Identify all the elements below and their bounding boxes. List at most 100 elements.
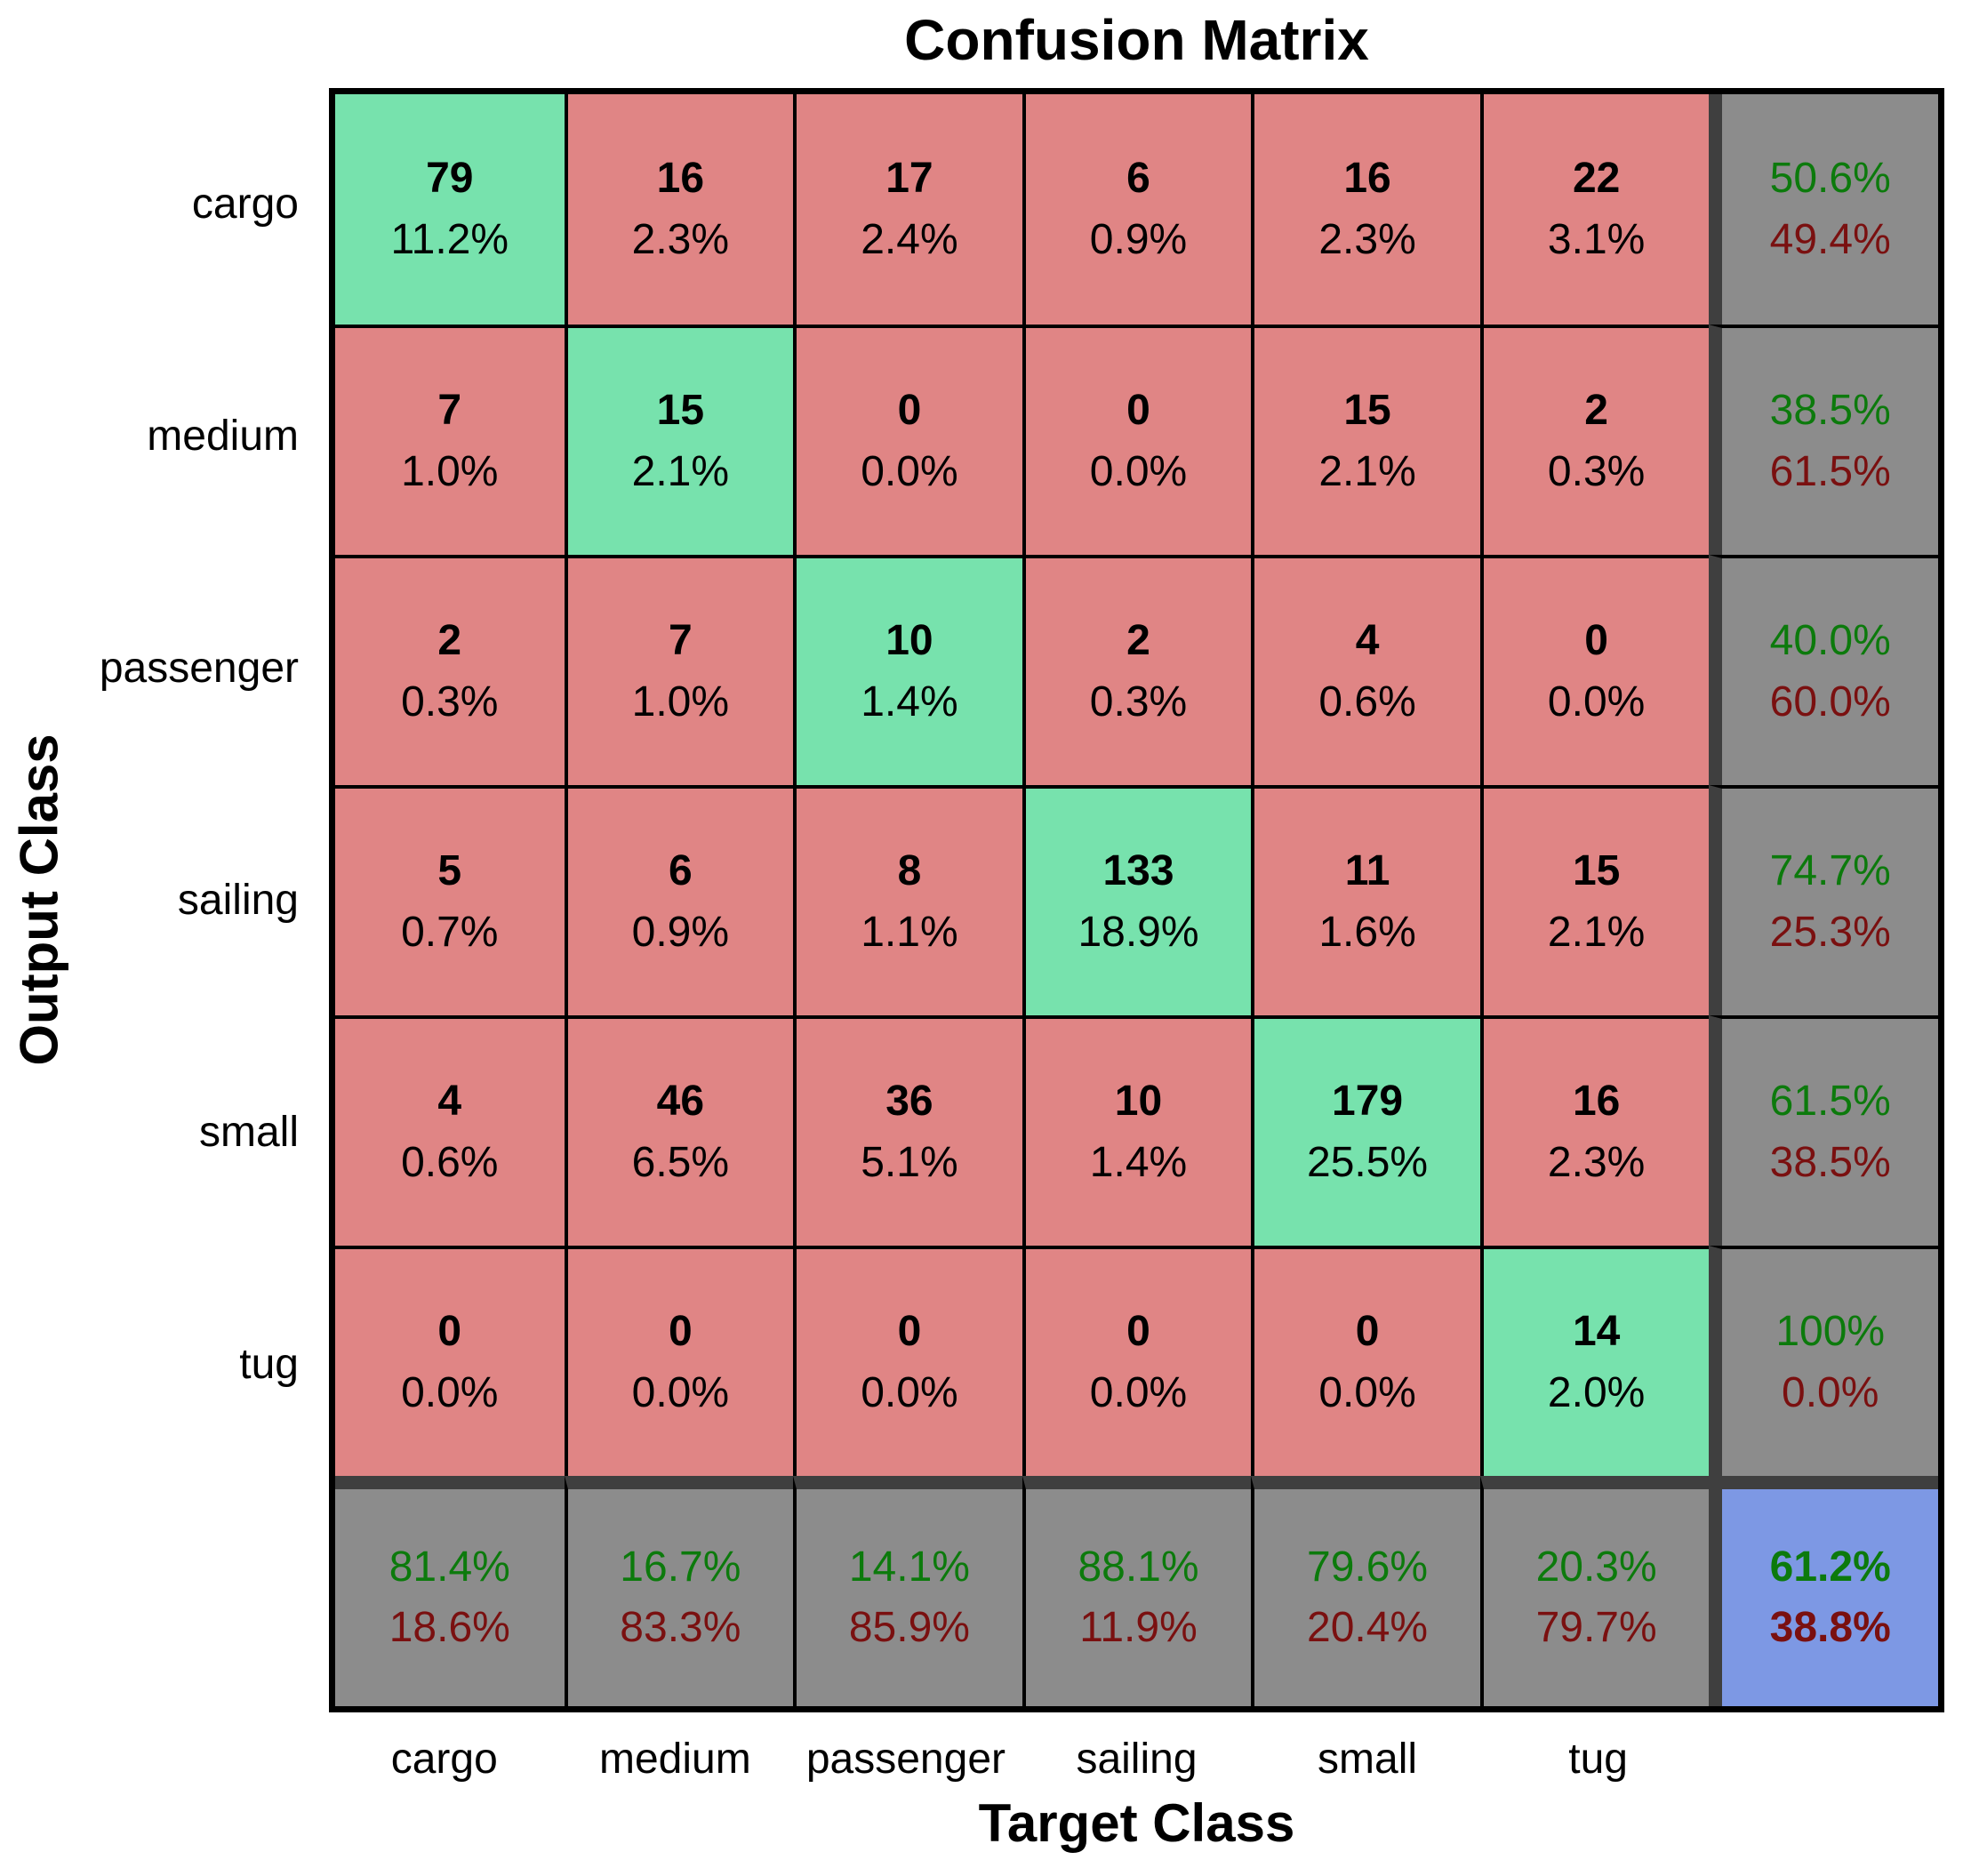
matrix-cell-cargo-sailing: 6 0.9% [1022, 94, 1252, 325]
row-summary-correct: 38.5% [1769, 387, 1891, 435]
overall-error: 38.8% [1769, 1604, 1891, 1651]
x-tick-label-small: small [1318, 1735, 1418, 1783]
x-tick-label-tug: tug [1568, 1735, 1628, 1783]
col-summary-cell-passenger: 14.1% 85.9% [793, 1476, 1022, 1706]
matrix-cell-passenger-cargo: 2 0.3% [335, 555, 565, 785]
cell-count: 0 [897, 387, 922, 435]
x-tick-label-passenger: passenger [805, 1735, 1006, 1783]
overall-accuracy-cell: 61.2% 38.8% [1709, 1476, 1938, 1706]
matrix-cell-tug-tug: 14 2.0% [1479, 1246, 1710, 1476]
matrix-cell-cargo-medium: 16 2.3% [564, 94, 794, 325]
cell-count: 179 [1332, 1078, 1404, 1126]
row-summary-cell-passenger: 40.0% 60.0% [1709, 555, 1938, 785]
cell-percent: 0.7% [401, 908, 499, 956]
cell-percent: 0.0% [401, 1368, 499, 1416]
cell-count: 0 [1126, 1308, 1150, 1356]
col-summary-cell-tug: 20.3% 79.7% [1479, 1476, 1710, 1706]
chart-title: Confusion Matrix [904, 8, 1369, 72]
y-tick-label-passenger: passenger [99, 645, 299, 692]
y-tick-label-sailing: sailing [177, 877, 299, 924]
col-summary-incorrect: 79.7% [1535, 1604, 1657, 1651]
cell-percent: 1.0% [631, 677, 730, 726]
cell-percent: 0.0% [861, 447, 958, 495]
x-tick-label-cargo: cargo [390, 1735, 498, 1783]
matrix-cell-medium-passenger: 0 0.0% [793, 325, 1022, 555]
col-summary-correct: 16.7% [620, 1543, 741, 1591]
cell-percent: 3.1% [1547, 215, 1646, 263]
row-summary-cell-cargo: 50.6% 49.4% [1709, 94, 1938, 325]
cell-percent: 0.0% [631, 1368, 730, 1416]
cell-percent: 0.6% [1318, 677, 1416, 726]
cell-percent: 25.5% [1307, 1138, 1429, 1186]
col-summary-cell-small: 79.6% 20.4% [1251, 1476, 1480, 1706]
matrix-cell-small-tug: 16 2.3% [1479, 1015, 1710, 1246]
y-tick-label-cargo: cargo [191, 180, 299, 228]
cell-count: 133 [1102, 847, 1174, 895]
matrix-cell-medium-medium: 15 2.1% [564, 325, 794, 555]
cell-count: 15 [656, 387, 705, 435]
cell-count: 79 [426, 155, 474, 203]
cell-percent: 0.3% [1089, 677, 1188, 726]
matrix-cell-passenger-sailing: 2 0.3% [1022, 555, 1252, 785]
cell-count: 2 [1126, 617, 1150, 665]
cell-count: 6 [1126, 155, 1150, 203]
x-tick-label-sailing: sailing [1076, 1735, 1198, 1783]
row-summary-cell-small: 61.5% 38.5% [1709, 1015, 1938, 1246]
row-summary-incorrect: 0.0% [1782, 1368, 1879, 1416]
row-summary-incorrect: 49.4% [1769, 215, 1891, 263]
col-summary-incorrect: 20.4% [1307, 1604, 1429, 1651]
cell-count: 0 [1126, 387, 1150, 435]
cell-percent: 0.3% [401, 677, 499, 726]
cell-count: 15 [1572, 847, 1621, 895]
cell-count: 10 [885, 617, 933, 665]
row-summary-correct: 50.6% [1769, 155, 1891, 203]
cell-percent: 2.3% [631, 215, 730, 263]
cell-count: 11 [1344, 847, 1390, 895]
matrix-cell-tug-passenger: 0 0.0% [793, 1246, 1022, 1476]
cell-percent: 0.0% [861, 1368, 958, 1416]
cell-count: 2 [1584, 387, 1608, 435]
matrix-cell-medium-small: 15 2.1% [1251, 325, 1480, 555]
cell-percent: 1.0% [401, 447, 499, 495]
cell-count: 10 [1114, 1078, 1163, 1126]
y-tick-label-tug: tug [239, 1341, 299, 1388]
matrix-cell-passenger-tug: 0 0.0% [1479, 555, 1710, 785]
cell-percent: 2.1% [1547, 908, 1646, 956]
matrix-cell-medium-tug: 2 0.3% [1479, 325, 1710, 555]
row-summary-correct: 40.0% [1769, 617, 1891, 665]
matrix-cell-small-small: 179 25.5% [1251, 1015, 1480, 1246]
cell-percent: 1.6% [1318, 908, 1416, 956]
col-summary-correct: 79.6% [1307, 1543, 1429, 1591]
matrix-cell-sailing-small: 11 1.6% [1251, 785, 1480, 1015]
cell-count: 0 [1584, 617, 1608, 665]
cell-count: 5 [437, 847, 462, 895]
matrix-cell-tug-small: 0 0.0% [1251, 1246, 1480, 1476]
cell-percent: 6.5% [631, 1138, 730, 1186]
cell-percent: 0.0% [1089, 447, 1188, 495]
cell-percent: 0.9% [1089, 215, 1188, 263]
col-summary-correct: 81.4% [389, 1543, 510, 1591]
cell-count: 0 [897, 1308, 922, 1356]
row-summary-cell-tug: 100% 0.0% [1709, 1246, 1938, 1476]
cell-count: 16 [1572, 1078, 1621, 1126]
row-summary-correct: 61.5% [1769, 1078, 1891, 1126]
matrix-cell-tug-medium: 0 0.0% [564, 1246, 794, 1476]
matrix-cell-cargo-small: 16 2.3% [1251, 94, 1480, 325]
cell-count: 46 [656, 1078, 705, 1126]
cell-count: 0 [437, 1308, 462, 1356]
matrix-cell-sailing-passenger: 8 1.1% [793, 785, 1022, 1015]
matrix-cell-cargo-passenger: 17 2.4% [793, 94, 1022, 325]
matrix-cell-tug-cargo: 0 0.0% [335, 1246, 565, 1476]
cell-percent: 2.4% [861, 215, 958, 263]
row-summary-cell-sailing: 74.7% 25.3% [1709, 785, 1938, 1015]
matrix-cell-small-cargo: 4 0.6% [335, 1015, 565, 1246]
cell-percent: 2.1% [631, 447, 730, 495]
matrix-cell-sailing-tug: 15 2.1% [1479, 785, 1710, 1015]
cell-count: 22 [1572, 155, 1621, 203]
y-tick-label-medium: medium [147, 413, 299, 460]
matrix-cell-small-sailing: 10 1.4% [1022, 1015, 1252, 1246]
matrix-cell-small-passenger: 36 5.1% [793, 1015, 1022, 1246]
overall-accuracy: 61.2% [1769, 1543, 1891, 1591]
row-summary-cell-medium: 38.5% 61.5% [1709, 325, 1938, 555]
